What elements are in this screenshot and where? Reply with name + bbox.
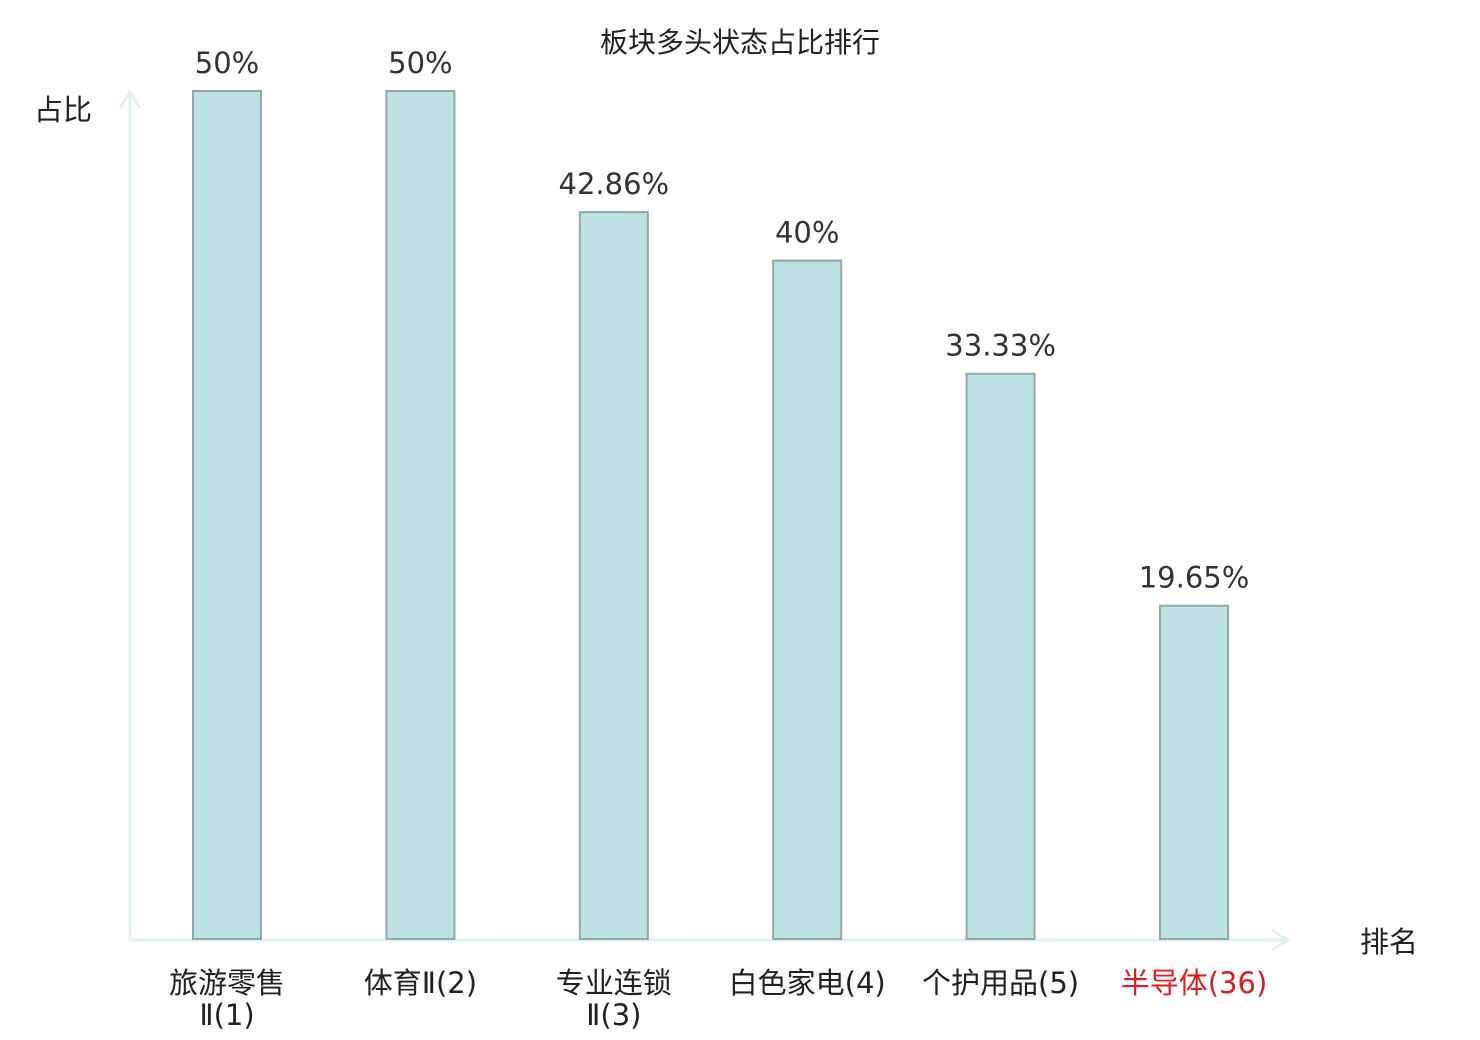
value-label-5: 33.33% [945,329,1056,363]
x-axis-label: 排名 [1360,925,1418,959]
bar-4 [772,259,843,941]
bar-1 [192,90,262,940]
value-label-1: 50% [195,46,259,80]
value-labels-group: 50% 50% 42.86% 40% 33.33% 19.65% [195,46,1250,595]
y-axis-label: 占比 [34,93,92,127]
x-tick-label-6-line-1: 半导体(36) [1121,966,1268,1000]
x-tick-label-5-line-1: 个护用品(5) [922,966,1079,1000]
bar-6 [1159,604,1229,940]
x-tick-label-4-line-1: 白色家电(4) [729,966,886,1000]
value-label-4: 40% [775,216,839,250]
bar-3 [578,211,649,941]
bars-group [192,90,1229,941]
x-tick-label-3-line-1: 专业连锁 [556,966,672,1000]
value-label-2: 50% [388,46,452,80]
y-axis-arrow-icon [118,89,142,109]
axes [118,89,1291,952]
value-label-3: 42.86% [559,167,670,201]
chart-title: 板块多头状态占比排行 [600,26,880,59]
value-label-6: 19.65% [1139,561,1250,595]
bar-2 [385,90,456,940]
x-tick-label-1-line-2: Ⅱ(1) [199,998,254,1032]
x-tick-label-1-line-1: 旅游零售 [169,966,285,1000]
x-tick-label-2-line-1: 体育Ⅱ(2) [364,966,477,1000]
x-tick-label-3-line-2: Ⅱ(3) [586,998,641,1032]
bar-5 [965,372,1036,940]
x-axis-arrow-icon [1271,928,1291,952]
